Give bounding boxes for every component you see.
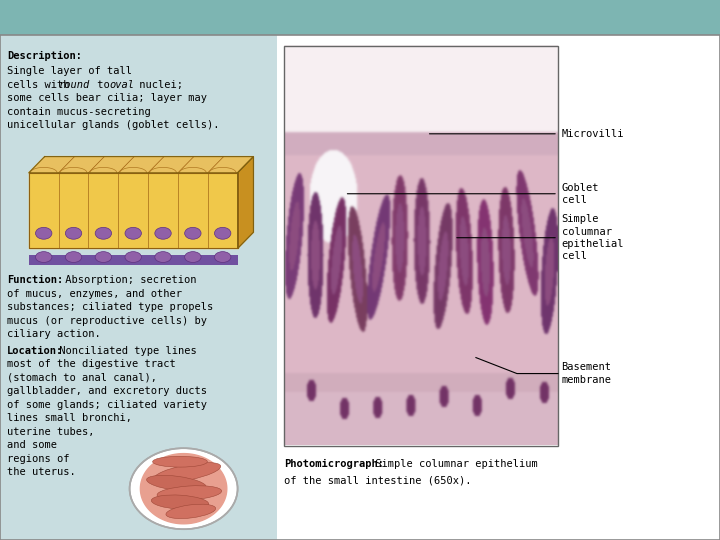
Polygon shape [29,157,253,173]
Text: contain mucus-secreting: contain mucus-secreting [7,107,151,117]
Text: ciliary action.: ciliary action. [7,329,101,340]
Ellipse shape [184,252,201,262]
Text: Microvilli: Microvilli [562,129,624,139]
Text: (stomach to anal canal),: (stomach to anal canal), [7,373,157,383]
Text: oval: oval [109,80,135,90]
Text: Single layer of tall: Single layer of tall [7,66,132,77]
Text: of the small intestine (650x).: of the small intestine (650x). [284,475,472,485]
Circle shape [130,448,238,529]
Text: Simple
columnar
epithelial
cell: Simple columnar epithelial cell [562,214,624,261]
Text: lines small bronchi,: lines small bronchi, [7,413,132,423]
Text: and some: and some [7,440,57,450]
Text: nuclei;: nuclei; [133,80,183,90]
Text: the uterus.: the uterus. [7,467,76,477]
Text: (c)  Simple columnar epithelium: (c) Simple columnar epithelium [7,11,255,24]
Text: Location:: Location: [7,346,63,356]
Text: round: round [59,80,90,90]
Bar [277,35,720,540]
Ellipse shape [155,227,171,239]
Text: most of the digestive tract: most of the digestive tract [7,359,176,369]
Ellipse shape [153,456,207,467]
Ellipse shape [35,252,52,262]
Polygon shape [140,454,227,524]
Text: Function:: Function: [7,275,63,286]
Ellipse shape [155,252,171,262]
Text: cells with: cells with [7,80,76,90]
Text: Photomicrograph:: Photomicrograph: [284,459,384,469]
Ellipse shape [125,252,141,262]
Text: mucus (or reproductive cells) by: mucus (or reproductive cells) by [7,316,207,326]
Text: Description:: Description: [7,51,82,62]
Polygon shape [29,173,238,248]
Text: to: to [91,80,116,90]
Ellipse shape [95,227,112,239]
Ellipse shape [95,252,112,262]
Text: Basement
membrane: Basement membrane [562,362,611,385]
Ellipse shape [215,252,231,262]
Ellipse shape [166,504,216,518]
Text: some cells bear cilia; layer may: some cells bear cilia; layer may [7,93,207,104]
Text: Absorption; secretion: Absorption; secretion [59,275,197,286]
Bar [0,35,277,540]
Text: of mucus, enzymes, and other: of mucus, enzymes, and other [7,289,182,299]
Ellipse shape [184,227,201,239]
Ellipse shape [153,463,221,482]
Ellipse shape [147,475,206,491]
Ellipse shape [66,252,82,262]
Text: gallbladder, and excretory ducts: gallbladder, and excretory ducts [7,386,207,396]
Text: uterine tubes,: uterine tubes, [7,427,95,437]
Polygon shape [238,157,253,248]
Ellipse shape [66,227,82,239]
Ellipse shape [157,485,222,501]
Text: of some glands; ciliated variety: of some glands; ciliated variety [7,400,207,410]
Text: Goblet
cell: Goblet cell [562,183,599,205]
Ellipse shape [35,227,52,239]
Bar [29,255,238,265]
Text: Simple columnar epithelium: Simple columnar epithelium [369,459,537,469]
Text: regions of: regions of [7,454,70,464]
Ellipse shape [151,495,209,509]
Text: unicellular glands (goblet cells).: unicellular glands (goblet cells). [7,120,220,131]
Bar [284,46,558,446]
Bar [0,0,720,35]
Text: substances; ciliated type propels: substances; ciliated type propels [7,302,213,313]
Ellipse shape [125,227,141,239]
Ellipse shape [215,227,231,239]
Text: Nonciliated type lines: Nonciliated type lines [53,346,197,356]
